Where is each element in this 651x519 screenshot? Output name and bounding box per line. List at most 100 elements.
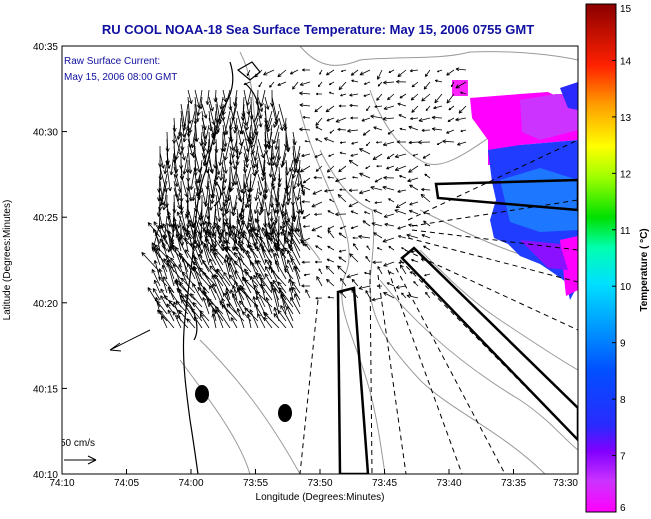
current-vector — [274, 252, 280, 266]
current-vector — [192, 283, 203, 301]
current-vector — [222, 292, 238, 315]
current-vector — [178, 264, 189, 287]
current-vector — [455, 117, 467, 122]
current-vector — [287, 173, 294, 202]
current-vector — [417, 140, 431, 145]
current-vector — [239, 284, 252, 301]
current-vector — [397, 225, 407, 230]
x-tick-label: 73:30 — [553, 478, 578, 489]
current-vector — [311, 225, 323, 232]
current-vector — [166, 152, 171, 169]
current-vector — [335, 117, 347, 123]
current-vector — [236, 218, 245, 238]
current-vector — [350, 225, 359, 230]
current-vector — [208, 159, 214, 174]
current-vector — [287, 259, 294, 273]
current-vector — [229, 131, 235, 151]
current-vector — [282, 215, 287, 229]
current-vector — [397, 189, 407, 193]
current-vector — [447, 117, 455, 122]
current-vector — [187, 229, 203, 252]
current-vector — [175, 300, 189, 315]
current-vector — [206, 228, 217, 252]
current-vector — [434, 93, 443, 104]
current-vector — [311, 201, 323, 208]
current-vector — [424, 173, 431, 179]
current-vector — [243, 110, 248, 126]
current-vector — [358, 148, 371, 155]
current-vector — [270, 159, 280, 187]
current-vector — [388, 69, 395, 73]
current-vector — [301, 260, 311, 264]
current-vector — [180, 277, 196, 294]
current-vector — [172, 117, 177, 132]
current-vector — [365, 290, 371, 299]
current-vector — [409, 184, 419, 191]
current-vector — [215, 194, 222, 222]
current-vector — [278, 287, 294, 308]
current-vector — [287, 249, 294, 266]
current-vector — [246, 313, 252, 329]
current-vector — [211, 308, 217, 322]
current-vector — [179, 234, 189, 245]
current-vector — [187, 89, 193, 105]
current-vector — [182, 103, 189, 131]
x-tick-label: 73:40 — [436, 478, 461, 489]
current-vector — [235, 152, 240, 166]
current-vector — [215, 159, 221, 175]
current-vector — [366, 105, 371, 112]
current-vector — [256, 295, 266, 315]
current-vector — [269, 81, 275, 88]
current-vector — [194, 180, 201, 200]
current-vector — [166, 259, 175, 280]
current-vector — [350, 153, 359, 157]
y-tick-label: 40:10 — [33, 470, 58, 481]
current-vector — [257, 96, 264, 112]
current-vector — [340, 93, 347, 97]
current-vector — [340, 69, 347, 73]
colorbar-tick-label: 8 — [620, 395, 626, 406]
current-vector — [181, 299, 196, 322]
current-vector — [172, 311, 182, 329]
current-vector — [397, 102, 407, 107]
current-vector — [208, 187, 213, 211]
current-vector — [161, 315, 168, 329]
current-vector — [396, 79, 407, 84]
current-vector — [388, 198, 395, 203]
current-vector — [423, 245, 431, 251]
current-vector — [266, 117, 273, 133]
current-vector — [372, 260, 383, 265]
current-vector — [205, 89, 210, 105]
current-vector — [305, 289, 311, 299]
current-vector — [394, 165, 407, 171]
current-vector — [277, 69, 287, 78]
current-vector — [225, 201, 231, 214]
current-vector — [266, 231, 280, 252]
current-vector — [304, 140, 311, 143]
x-tick-label: 73:45 — [372, 478, 397, 489]
current-vector — [229, 166, 238, 192]
current-vector — [219, 159, 224, 181]
current-vector — [299, 103, 311, 108]
current-vector — [421, 93, 431, 102]
current-vector — [196, 166, 203, 184]
current-vector — [202, 259, 217, 280]
current-vector — [182, 152, 189, 175]
current-vector — [159, 152, 165, 169]
current-vector — [292, 152, 300, 174]
current-vector — [455, 81, 467, 89]
colorbar-tick-label: 15 — [620, 4, 632, 15]
current-vector — [221, 89, 231, 116]
current-vector — [191, 308, 203, 322]
current-vector — [383, 213, 395, 218]
current-vector — [250, 124, 259, 149]
current-vector — [303, 273, 311, 277]
current-vector — [329, 198, 335, 203]
current-vector — [410, 117, 419, 121]
current-vector — [281, 152, 287, 166]
current-vector — [229, 194, 235, 216]
current-vector — [319, 69, 323, 75]
scale-arrow — [64, 455, 97, 465]
current-vector — [188, 235, 196, 259]
current-vector — [264, 96, 270, 110]
